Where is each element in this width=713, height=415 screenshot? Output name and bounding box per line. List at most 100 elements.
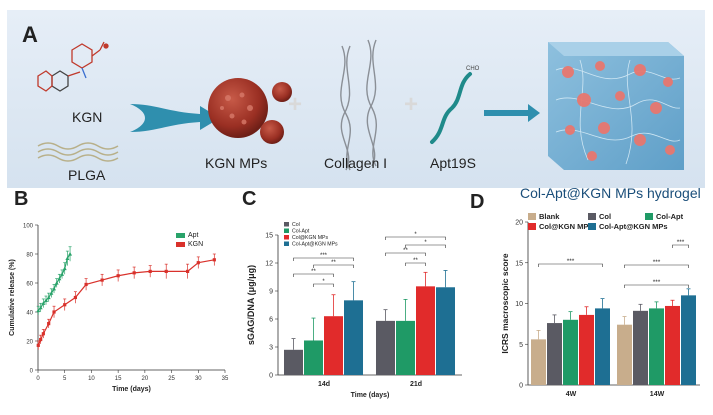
significance-marker: *** [567, 258, 575, 265]
legend-swatch [528, 213, 536, 220]
legend-label: Col@KGN MPs [292, 235, 329, 241]
y-tick-label: 15 [265, 233, 273, 240]
bar [579, 314, 594, 385]
data-point [186, 269, 190, 273]
legend-label: Col [599, 212, 611, 221]
data-point [44, 298, 49, 302]
data-point [132, 271, 136, 275]
panel-d-label: D [470, 191, 484, 213]
data-point [63, 303, 67, 307]
plus-sign-2: + [404, 91, 418, 118]
data-point [38, 305, 43, 310]
legend-swatch [528, 223, 536, 230]
data-point [148, 269, 152, 273]
bar [304, 340, 323, 375]
data-point [52, 310, 56, 314]
x-tick-label: 5 [63, 376, 67, 382]
hydrogel-icon [548, 42, 684, 170]
chart-c: 0 3 6 9 12 15 14d 21d Time (days) sGAG/DNA (μg/μg… [246, 222, 462, 399]
bar [436, 287, 455, 375]
kgn-mps-label: KGN MPs [205, 155, 267, 171]
significance-bracket [313, 264, 354, 268]
y-tick-label: 100 [23, 224, 34, 230]
collagen-fiber-icon [340, 39, 377, 171]
x-tick-label: 4W [566, 391, 577, 398]
x-tick-label: 15 [115, 376, 122, 382]
data-point [65, 256, 70, 260]
data-point [39, 337, 43, 342]
panel-b-label: B [14, 188, 28, 210]
bar [633, 310, 648, 385]
apt-label: Apt19S [430, 155, 476, 171]
significance-marker: * [414, 232, 417, 238]
y-tick-label: 3 [269, 345, 273, 352]
significance-bracket [538, 263, 603, 267]
y-tick-label: 40 [26, 311, 33, 317]
data-point [41, 332, 45, 336]
y-tick-label: 0 [269, 373, 273, 380]
significance-marker: ** [413, 258, 418, 264]
data-point [196, 261, 200, 265]
significance-bracket [405, 244, 446, 248]
bar [665, 305, 680, 385]
chart-d: 0 5 10 15 20 4W 14W ICRS macroscopic score Blank… [500, 212, 700, 398]
significance-bracket [385, 236, 446, 240]
kgn-molecule-icon [37, 41, 109, 92]
significance-bracket [624, 264, 689, 268]
x-tick-label: 0 [36, 376, 40, 382]
bar [531, 339, 546, 385]
legend-swatch [588, 223, 596, 230]
kgn-microspheres-icon [208, 78, 292, 144]
legend-label: Col [292, 222, 300, 228]
legend-swatch [284, 222, 289, 227]
x-tick-label: 35 [222, 376, 229, 382]
significance-bracket [624, 284, 689, 288]
data-point [57, 276, 62, 281]
legend-label-apt: Apt [188, 232, 199, 239]
significance-marker: ** [403, 248, 408, 254]
bar [396, 320, 415, 375]
hydrogel-label: Col-Apt@KGN MPs hydrogel [520, 185, 701, 201]
data-point [46, 295, 51, 300]
y-tick-label: 12 [265, 261, 273, 268]
legend-swatch [284, 235, 289, 240]
aptamer-tag: CHO [466, 66, 480, 72]
significance-bracket [405, 262, 426, 266]
x-tick-label: 21d [410, 381, 422, 388]
merge-arrow-icon [130, 104, 220, 132]
bar [649, 308, 664, 385]
legend-label: Col-Apt [292, 229, 310, 235]
legend-swatch-apt [176, 233, 185, 238]
x-tick-label: 14d [318, 381, 330, 388]
collagen-label: Collagen I [324, 155, 387, 171]
significance-marker: *** [677, 239, 685, 246]
x-tick-label: 14W [650, 391, 665, 398]
x-tick-label: 25 [168, 376, 175, 382]
y-tick-label: 9 [269, 289, 273, 296]
legend-label: Col-Apt@KGN MPs [599, 222, 668, 231]
y-tick-label: 10 [515, 301, 523, 308]
data-point [41, 301, 46, 305]
significance-bracket [313, 283, 334, 287]
bar [617, 324, 632, 385]
data-point [60, 272, 65, 276]
data-point [52, 286, 57, 291]
significance-bracket [385, 252, 426, 256]
data-point [49, 291, 54, 295]
panel-a-label: A [22, 22, 38, 47]
plga-label: PLGA [68, 167, 106, 183]
legend-label: Blank [539, 212, 560, 221]
legend-label: Col@KGN MPs [539, 222, 593, 231]
legend-label-kgn: KGN [188, 241, 203, 248]
x-tick-label: 30 [195, 376, 202, 382]
legend-swatch [588, 213, 596, 220]
data-point [73, 295, 77, 300]
legend-label: Col-Apt@KGN MPs [292, 242, 338, 248]
y-tick-label: 6 [269, 317, 273, 324]
x-tick-label: 20 [142, 376, 149, 382]
data-point [100, 278, 104, 282]
data-point [116, 274, 120, 278]
data-point [212, 258, 216, 262]
